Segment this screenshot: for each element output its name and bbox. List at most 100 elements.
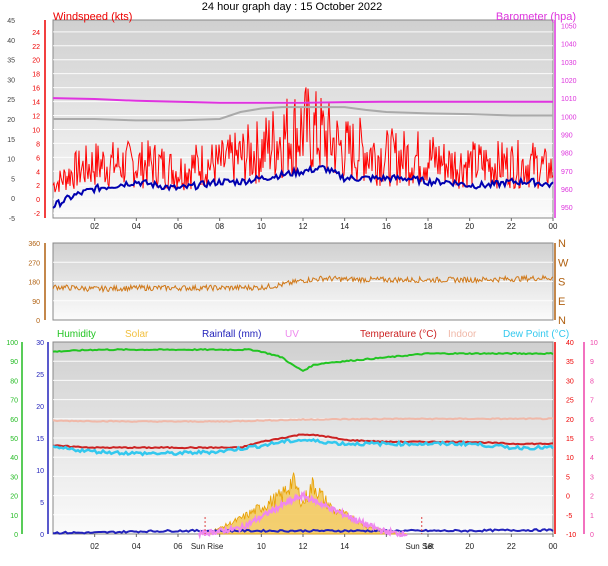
- windspeed-series-line: [52, 87, 554, 193]
- outer-left-tick-label: 45: [7, 18, 15, 25]
- legend-item-humidity: Humidity: [57, 329, 96, 340]
- rainfall-axis-tick-label: 25: [36, 372, 44, 379]
- windspeed-axis-tick-label: 8: [36, 141, 40, 148]
- x-tick-label: 14: [340, 222, 349, 231]
- x-tick-label: 12: [299, 222, 308, 231]
- direction-axis-tick-label: 180: [28, 280, 40, 287]
- rainfall-axis-tick-label: 5: [40, 500, 44, 507]
- barometer-axis-tick-label: 1050: [561, 23, 577, 30]
- direction-axis-tick-label: 360: [28, 241, 40, 248]
- rainfall-series-line: [52, 528, 554, 535]
- legend-item-dew_point: Dew Point (°C): [503, 329, 569, 340]
- uv-axis-tick-label: 9: [590, 359, 594, 366]
- uv-axis-tick-label: 0: [590, 532, 594, 539]
- outer-left-tick-label: -5: [9, 216, 15, 223]
- humidity-axis-tick-label: 50: [10, 436, 18, 443]
- x-tick-label: 00: [549, 542, 558, 551]
- barometer-axis-tick-label: 1010: [561, 96, 577, 103]
- windspeed-axis-tick-label: 10: [32, 127, 40, 134]
- wind-average-series-line: [52, 164, 554, 209]
- temperature-axis-tick-label: 25: [566, 398, 574, 405]
- uv-series-line: [197, 489, 408, 540]
- x-tick-label: 10: [257, 542, 266, 551]
- outer-left-tick-label: 5: [11, 176, 15, 183]
- wind-direction-series-line: [52, 274, 554, 294]
- legend-item-temperature: Temperature (°C): [360, 329, 437, 340]
- chart-title: 24 hour graph day : 15 October 2022: [202, 1, 382, 13]
- x-tick-label: 22: [507, 542, 516, 551]
- legend-item-indoor: Indoor: [448, 329, 477, 340]
- rainfall-axis-tick-label: 10: [36, 468, 44, 475]
- barometer-axis-tick-label: 960: [561, 187, 573, 194]
- uv-axis-tick-label: 1: [590, 513, 594, 520]
- rainfall-axis-tick-label: 15: [36, 436, 44, 443]
- humidity-axis-tick-label: 90: [10, 359, 18, 366]
- windspeed-axis-tick-label: 4: [36, 169, 40, 176]
- legend-item-rainfall: Rainfall (mm): [202, 329, 261, 340]
- windspeed-axis-tick-label: 2: [36, 183, 40, 190]
- windspeed-axis-tick-label: 14: [32, 100, 40, 107]
- uv-axis-tick-label: 2: [590, 494, 594, 501]
- compass-tick-label: S: [558, 277, 565, 289]
- rainfall-axis-tick-label: 0: [40, 532, 44, 539]
- x-tick-label: 10: [257, 222, 266, 231]
- uv-axis-tick-label: 6: [590, 417, 594, 424]
- humidity-axis-tick-label: 80: [10, 378, 18, 385]
- outer-left-tick-label: 20: [7, 117, 15, 124]
- barometer-axis-tick-label: 980: [561, 151, 573, 158]
- outer-left-tick-label: 35: [7, 58, 15, 65]
- uv-axis-tick-label: 7: [590, 398, 594, 405]
- temperature-axis-tick-label: -5: [566, 513, 572, 520]
- barometer-axis-tick-label: 970: [561, 169, 573, 176]
- rainfall-axis-tick-label: 20: [36, 404, 44, 411]
- direction-axis-tick-label: 270: [28, 260, 40, 267]
- temperature-axis-tick-label: 5: [566, 474, 570, 481]
- direction-axis-tick-label: 90: [32, 299, 40, 306]
- uv-axis-tick-label: 4: [590, 455, 594, 462]
- temperature-axis-tick-label: 0: [566, 494, 570, 501]
- x-tick-label: 12: [299, 542, 308, 551]
- uv-axis-tick-label: 5: [590, 436, 594, 443]
- humidity-axis-tick-label: 30: [10, 474, 18, 481]
- x-tick-label: 20: [465, 222, 474, 231]
- compass-tick-label: N: [558, 315, 566, 327]
- windspeed-axis-tick-label: 6: [36, 155, 40, 162]
- barometer-axis-tick-label: 1030: [561, 60, 577, 67]
- compass-tick-label: N: [558, 238, 566, 250]
- x-tick-label: 18: [424, 222, 433, 231]
- outer-left-tick-label: 15: [7, 137, 15, 144]
- x-tick-label: 08: [215, 222, 224, 231]
- windspeed-axis-tick-label: 18: [32, 72, 40, 79]
- windspeed-axis-tick-label: 12: [32, 114, 40, 121]
- humidity-axis-tick-label: 100: [6, 340, 18, 347]
- x-tick-label: 02: [90, 542, 99, 551]
- windspeed-axis-tick-label: 20: [32, 58, 40, 65]
- windspeed-axis-tick-label: 0: [36, 197, 40, 204]
- wind-max-series-line: [53, 106, 553, 122]
- barometer-series-line: [52, 97, 553, 104]
- outer-left-tick-label: 25: [7, 97, 15, 104]
- outer-left-tick-label: 0: [11, 196, 15, 203]
- humidity-axis-tick-label: 0: [14, 532, 18, 539]
- x-tick-label: 04: [132, 542, 141, 551]
- indoor-series-line: [52, 417, 553, 424]
- outer-left-tick-label: 30: [7, 77, 15, 84]
- sunrise-label: Sun Rise: [191, 542, 224, 551]
- x-tick-label: 14: [340, 542, 349, 551]
- temperature-axis-tick-label: 20: [566, 417, 574, 424]
- barometer-axis-tick-label: 990: [561, 132, 573, 139]
- x-tick-label: 02: [90, 222, 99, 231]
- compass-tick-label: E: [558, 296, 565, 308]
- legend-item-uv: UV: [285, 329, 299, 340]
- humidity-axis-tick-label: 70: [10, 398, 18, 405]
- barometer-axis-title: Barometer (hpa): [496, 11, 576, 23]
- outer-left-tick-label: 40: [7, 38, 15, 45]
- temperature-axis-tick-label: 35: [566, 359, 574, 366]
- humidity-axis-tick-label: 20: [10, 494, 18, 501]
- humidity-series-line: [52, 348, 554, 373]
- rainfall-axis-tick-label: 30: [36, 340, 44, 347]
- temperature-axis-tick-label: 40: [566, 340, 574, 347]
- x-tick-label: 00: [549, 222, 558, 231]
- dew-point-series-line: [52, 437, 554, 457]
